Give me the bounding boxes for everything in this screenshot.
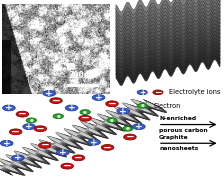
Text: −: − xyxy=(40,140,49,150)
Text: porous carbon: porous carbon xyxy=(159,128,208,133)
Text: nanosheets: nanosheets xyxy=(159,146,198,151)
Polygon shape xyxy=(116,33,220,64)
Text: −: − xyxy=(154,88,162,97)
Polygon shape xyxy=(116,43,220,75)
Circle shape xyxy=(43,91,56,96)
Text: +: + xyxy=(135,122,143,131)
Text: 200nm: 200nm xyxy=(68,71,97,80)
Circle shape xyxy=(106,101,118,107)
Circle shape xyxy=(65,105,78,111)
Text: e: e xyxy=(110,118,114,123)
Circle shape xyxy=(137,90,147,95)
Circle shape xyxy=(133,124,145,129)
Text: e: e xyxy=(30,118,33,123)
Text: N-enriched: N-enriched xyxy=(159,116,196,121)
Text: +: + xyxy=(95,93,102,102)
Text: +: + xyxy=(59,148,67,157)
Polygon shape xyxy=(116,54,220,86)
Text: −: − xyxy=(108,99,116,109)
Circle shape xyxy=(0,140,13,146)
Polygon shape xyxy=(116,11,220,43)
Polygon shape xyxy=(116,0,220,25)
Text: −: − xyxy=(81,113,90,123)
Text: +: + xyxy=(139,88,145,97)
Polygon shape xyxy=(116,0,220,32)
Circle shape xyxy=(123,126,133,131)
Text: −: − xyxy=(18,109,27,119)
Text: −: − xyxy=(74,153,83,163)
Text: +: + xyxy=(25,122,33,131)
Circle shape xyxy=(88,139,100,145)
Polygon shape xyxy=(116,40,220,71)
Polygon shape xyxy=(116,15,220,46)
Circle shape xyxy=(12,155,24,161)
Text: +: + xyxy=(3,139,11,148)
Circle shape xyxy=(34,126,47,132)
Circle shape xyxy=(137,104,147,108)
Circle shape xyxy=(26,118,37,123)
Polygon shape xyxy=(0,102,166,175)
Polygon shape xyxy=(116,36,220,68)
Polygon shape xyxy=(0,102,167,176)
Circle shape xyxy=(56,150,69,156)
Polygon shape xyxy=(116,29,220,60)
Text: −: − xyxy=(63,161,72,171)
Text: +: + xyxy=(45,89,53,98)
Text: +: + xyxy=(68,103,75,112)
Circle shape xyxy=(23,124,35,129)
Circle shape xyxy=(124,134,136,140)
Circle shape xyxy=(153,90,163,95)
Text: Electron: Electron xyxy=(153,103,181,109)
Polygon shape xyxy=(116,26,220,57)
Polygon shape xyxy=(0,101,163,174)
Text: −: − xyxy=(11,127,20,137)
Circle shape xyxy=(107,118,117,123)
Polygon shape xyxy=(116,18,220,50)
Circle shape xyxy=(61,163,73,169)
Text: +: + xyxy=(119,107,127,115)
Polygon shape xyxy=(116,22,220,53)
Text: −: − xyxy=(52,96,60,106)
Text: −: − xyxy=(125,132,134,142)
Polygon shape xyxy=(0,99,160,172)
Circle shape xyxy=(16,111,29,117)
Circle shape xyxy=(79,115,91,121)
Polygon shape xyxy=(116,47,220,78)
Polygon shape xyxy=(116,0,220,28)
Circle shape xyxy=(101,145,114,150)
Text: e: e xyxy=(56,114,60,119)
Text: Graphite: Graphite xyxy=(159,135,189,140)
Polygon shape xyxy=(116,8,220,39)
Circle shape xyxy=(50,98,62,104)
Circle shape xyxy=(9,129,22,135)
Polygon shape xyxy=(116,51,220,82)
Circle shape xyxy=(72,155,85,161)
Text: e: e xyxy=(83,110,87,115)
Text: +: + xyxy=(5,103,13,112)
Text: e: e xyxy=(140,103,144,108)
Polygon shape xyxy=(0,101,164,174)
Polygon shape xyxy=(116,4,220,35)
Circle shape xyxy=(80,110,90,115)
Circle shape xyxy=(117,108,129,114)
Text: +: + xyxy=(90,138,98,147)
Circle shape xyxy=(92,95,105,100)
Polygon shape xyxy=(116,0,220,17)
Text: e: e xyxy=(126,126,129,131)
Text: Electrolyte ions: Electrolyte ions xyxy=(169,89,221,95)
Text: −: − xyxy=(36,124,45,134)
Text: −: − xyxy=(103,143,112,152)
Polygon shape xyxy=(116,0,220,21)
Circle shape xyxy=(53,114,63,119)
Circle shape xyxy=(3,105,15,111)
Text: +: + xyxy=(14,153,22,162)
Circle shape xyxy=(39,143,51,148)
Polygon shape xyxy=(0,100,161,173)
